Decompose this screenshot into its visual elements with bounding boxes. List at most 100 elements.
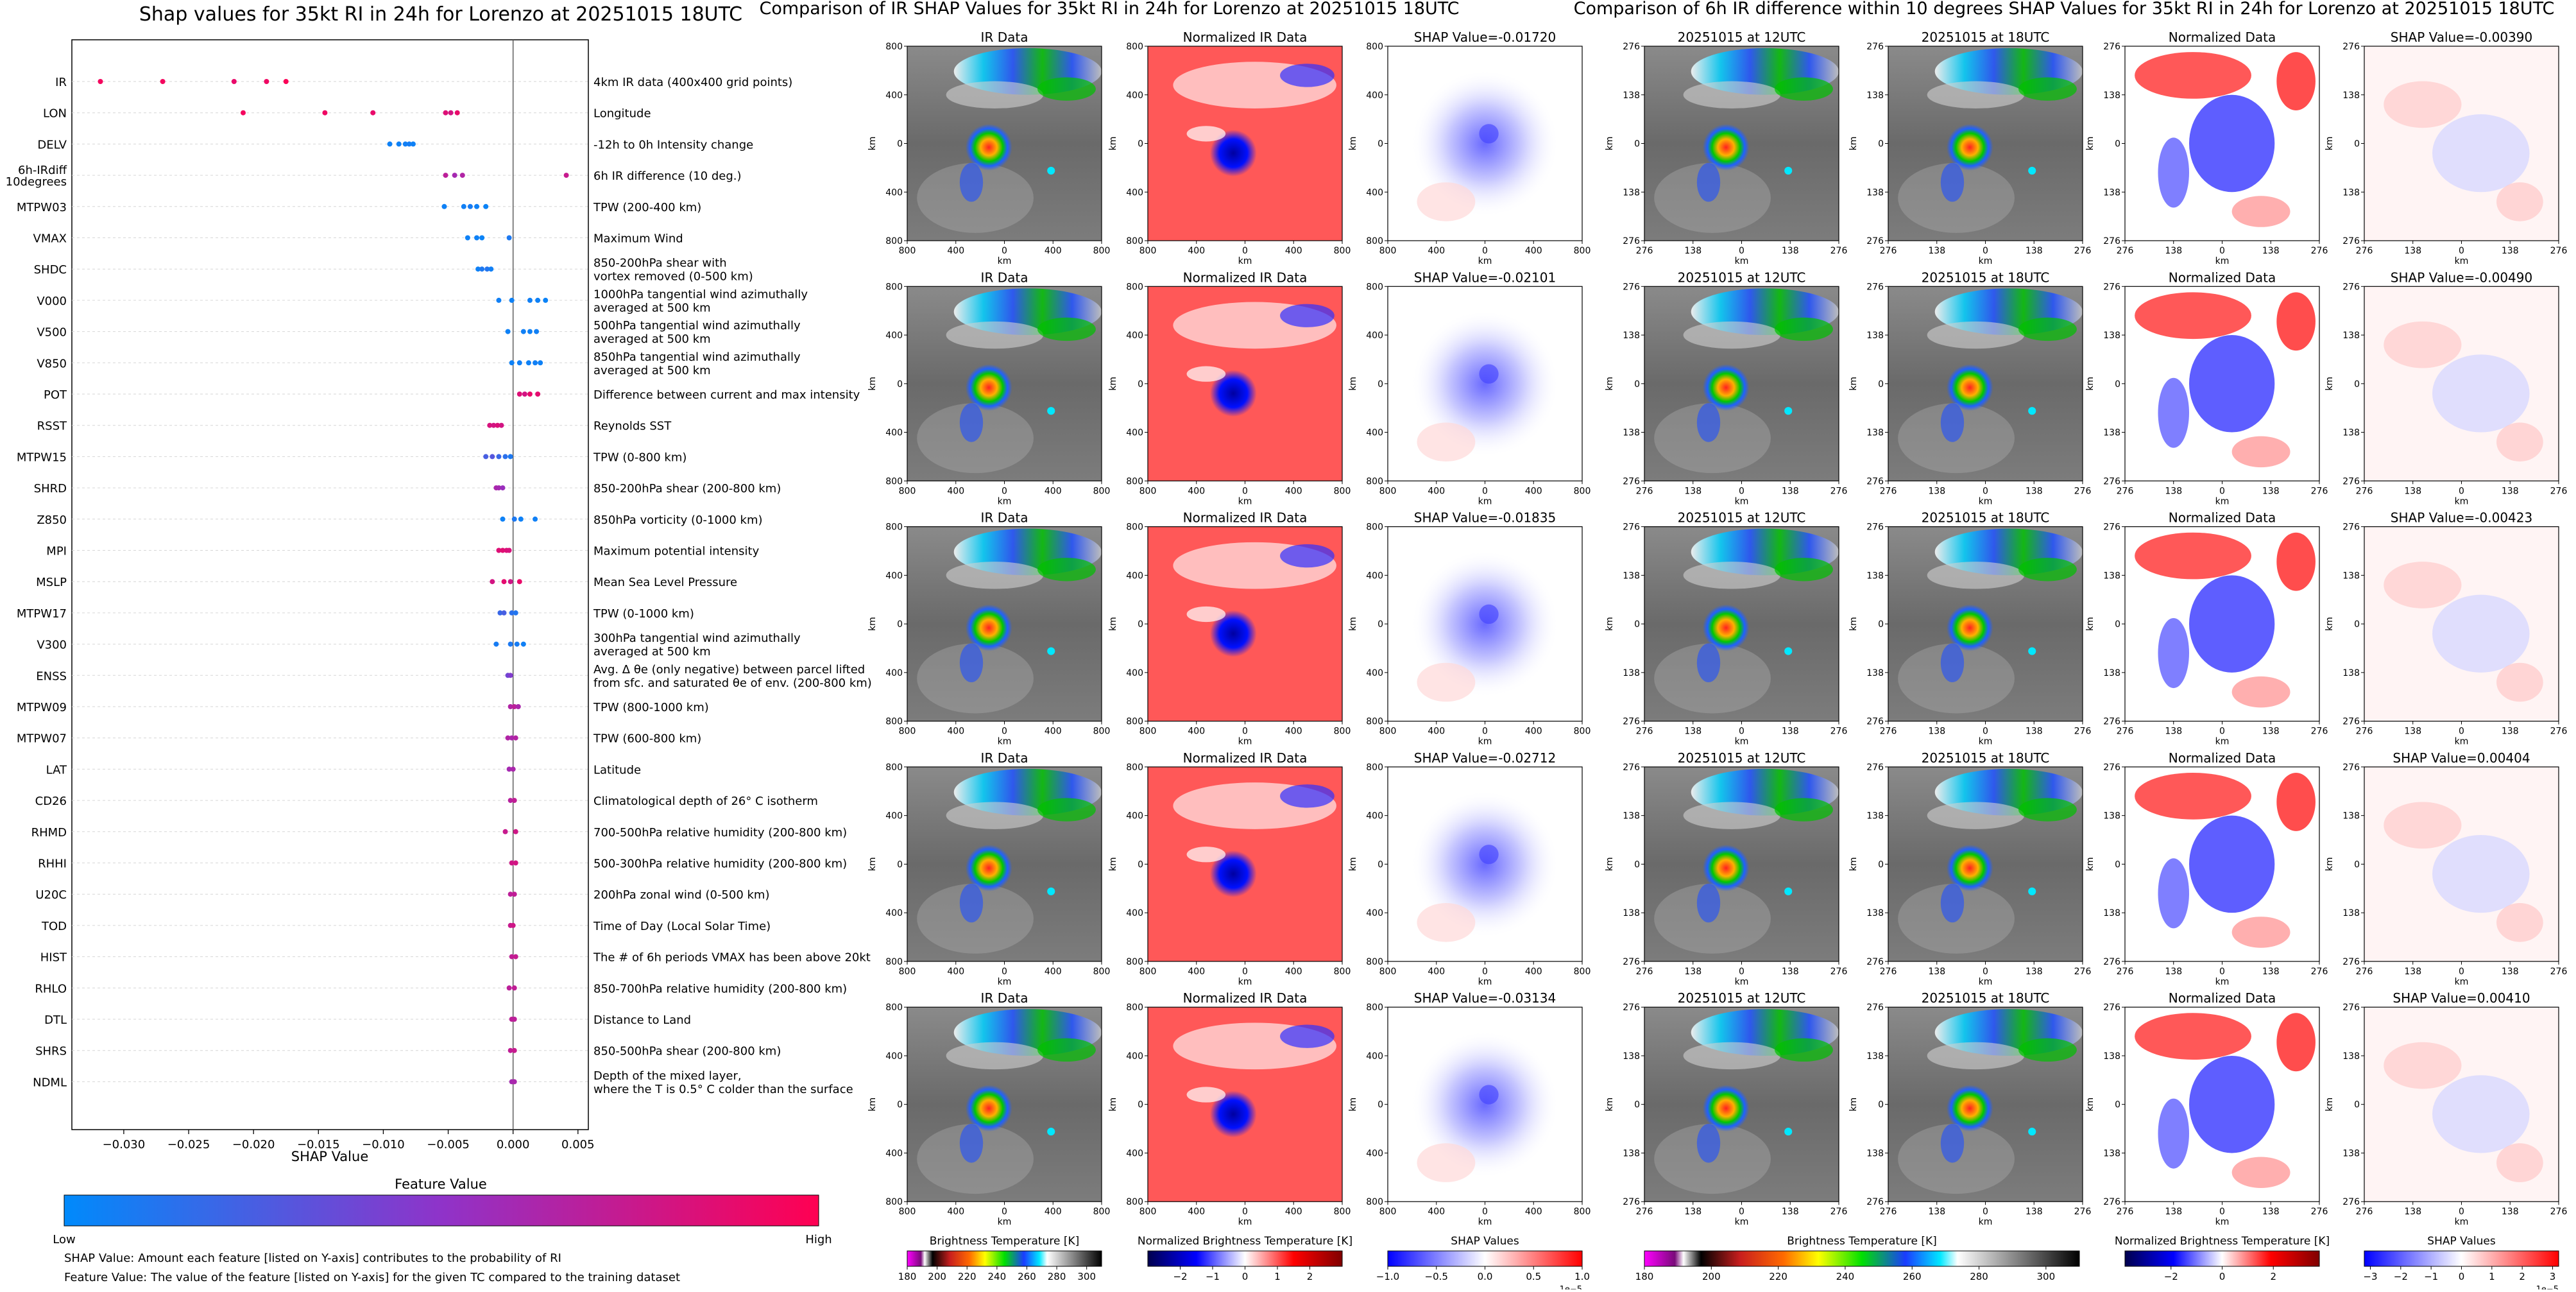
shap-positive-region (2384, 1042, 2462, 1089)
panel-xtick-label: 400 (1428, 967, 1445, 977)
panel-ytick-label: 0 (1878, 139, 1884, 150)
panel-xtick-label: 400 (947, 727, 964, 737)
feature-description-label: 850hPa tangential wind azimuthally averag… (593, 350, 801, 377)
diff-cooling (2188, 815, 2275, 913)
panel-xtick-label: 276 (2550, 246, 2568, 256)
panel-xtick-label: 276 (2550, 486, 2568, 496)
ir-storm-core (1946, 124, 1993, 171)
panel-ytick-label: 276 (2103, 282, 2120, 292)
feature-name-label: CD26 (35, 795, 67, 808)
diff-warming (2276, 1013, 2316, 1072)
panel-ytick-label: 138 (2342, 811, 2360, 822)
panel-ytick-label: 0 (897, 859, 903, 870)
shap-negative-region (2432, 594, 2530, 673)
panel-xtick-label: 0 (1002, 246, 1007, 256)
shap-point (520, 329, 526, 334)
ir-cloud-band (1927, 562, 2025, 589)
panel-title: SHAP Value=0.00404 (2393, 750, 2530, 766)
ir-small-cell (2028, 166, 2036, 175)
feature-description-label: Climatological depth of 26° C isotherm (593, 795, 818, 808)
panel-ytick-label: 400 (885, 187, 903, 198)
feature-name-label: MTPW17 (17, 607, 67, 621)
ir-convection (2018, 1038, 2077, 1062)
feature-name-label: LAT (46, 763, 67, 777)
panel-ytick-label: 400 (1366, 90, 1383, 101)
panel-ytick-label: 138 (1866, 668, 1884, 678)
panel-xtick-label: 400 (1525, 727, 1542, 737)
feature-description-label: 850-200hPa shear (200-800 km) (593, 482, 781, 495)
shap-positive-region (2384, 81, 2462, 128)
panel-ytick-label: 400 (1126, 908, 1143, 918)
shap-point (505, 735, 511, 741)
mid-shap-colorbar-exponent: 1e−5 (1560, 1285, 1582, 1289)
panel-xtick-label: 0 (2219, 486, 2225, 496)
panel-xtick-label: 276 (2356, 727, 2373, 737)
panel-xtick-label: 138 (1684, 486, 1702, 496)
panel-title: Normalized Data (2169, 990, 2276, 1006)
diff-warming (2276, 52, 2316, 110)
right-norm-colorbar-tick-label: 2 (2270, 1271, 2276, 1282)
mid-shap-colorbar-tick-label: 1.0 (1574, 1271, 1590, 1282)
ir-storm-core (1946, 1085, 1993, 1132)
diff-cooling (2188, 1055, 2275, 1153)
panel-xtick-label: 800 (1379, 246, 1397, 256)
panel-xtick-label: 276 (2074, 1207, 2092, 1217)
shap-point (461, 203, 466, 209)
panel-ytick-label: 400 (885, 571, 903, 581)
panel-ytick-label: 276 (1623, 1197, 1640, 1207)
panel-ytick-label: 400 (1366, 571, 1383, 581)
shap-point (508, 798, 513, 804)
panel-xtick-label: 138 (1928, 727, 1945, 737)
panel-xlabel: km (1238, 737, 1252, 747)
feature-description-label: Maximum Wind (593, 232, 683, 246)
panel-ylabel: km (2324, 617, 2335, 631)
ir-rainband (959, 1124, 984, 1163)
panel-ytick-label: 276 (1866, 1197, 1884, 1207)
ir-rainband (1940, 883, 1965, 923)
panel-ytick-label: 276 (2342, 957, 2360, 967)
panel-ytick-label: 400 (1366, 668, 1383, 678)
panel-xlabel: km (2215, 256, 2230, 266)
panel-xtick-label: 800 (1139, 967, 1157, 977)
panel-xtick-label: 0 (1002, 1207, 1007, 1217)
diff-cooling (2188, 94, 2275, 193)
feature-description-label: 500-300hPa relative humidity (200-800 km… (593, 857, 847, 871)
panel-ytick-label: 276 (2342, 1003, 2360, 1013)
panel-ytick-label: 276 (1866, 717, 1884, 727)
shap-point (459, 173, 465, 178)
shap-point (479, 266, 485, 272)
panel-ytick-label: 0 (1634, 619, 1640, 630)
panel-ylabel: km (867, 137, 878, 151)
shap-point (511, 516, 517, 522)
panel-xtick-label: 400 (1428, 727, 1445, 737)
panel-title: 20251015 at 12UTC (1678, 270, 1806, 285)
feature-name-label: TOD (41, 920, 67, 933)
ir-rainband (1696, 1124, 1721, 1163)
shap-point (500, 516, 506, 522)
panel-xtick-label: 800 (1139, 486, 1157, 496)
panel-ylabel: km (1348, 617, 1358, 631)
shap-point (502, 454, 508, 460)
right-shap-colorbar-tick-label: 1 (2489, 1271, 2495, 1282)
panel-ytick-label: 400 (1126, 90, 1143, 101)
panel-xlabel: km (1735, 737, 1749, 747)
ir-cloud-band (946, 321, 1044, 349)
right-shap-colorbar-tick-label: −2 (2394, 1271, 2408, 1282)
feature-description-label: Difference between current and max inten… (593, 388, 860, 402)
panel-xtick-label: 138 (1928, 1207, 1945, 1217)
panel-ytick-label: 138 (1623, 571, 1640, 581)
ir-storm-core (965, 1085, 1012, 1132)
panel-ylabel: km (1605, 857, 1615, 872)
panel-ytick-label: 800 (885, 476, 903, 487)
ir-convection (1775, 798, 1833, 822)
panel-xlabel: km (1238, 1217, 1252, 1227)
panel-ytick-label: 138 (1866, 331, 1884, 341)
panel-xtick-label: 138 (2262, 486, 2280, 496)
panel-ytick-label: 0 (1878, 859, 1884, 870)
feature-description-label: 4km IR data (400x400 grid points) (593, 76, 792, 89)
shap-point (513, 860, 518, 866)
panel-xtick-label: 0 (2459, 967, 2464, 977)
shap-point (527, 297, 533, 303)
panel-title: 20251015 at 12UTC (1678, 510, 1806, 526)
shap-point (508, 1047, 513, 1053)
